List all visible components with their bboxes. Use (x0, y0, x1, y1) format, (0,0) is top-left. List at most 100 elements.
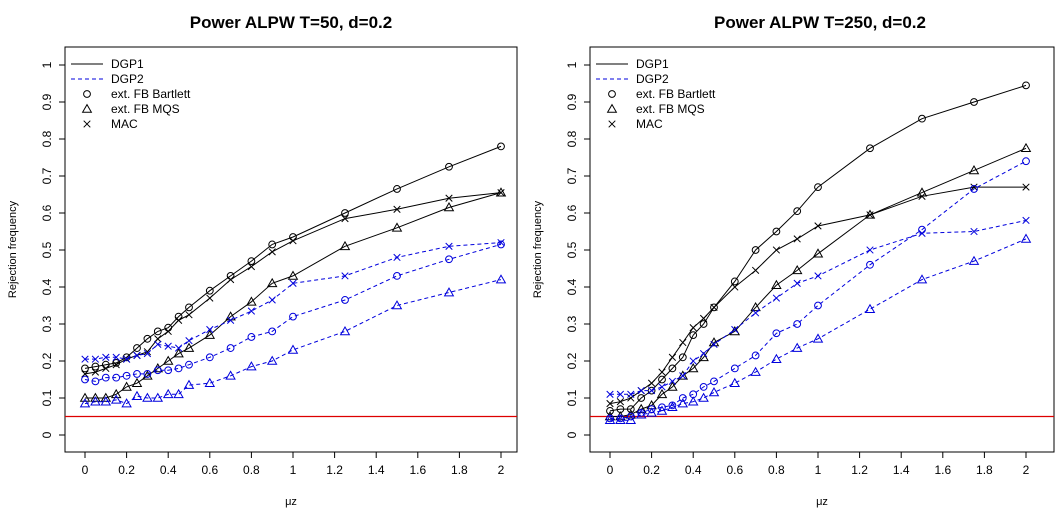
series-dgp2-triangle (79, 274, 507, 408)
x-tick-label: 2 (498, 463, 505, 477)
x-tick-label: 0 (607, 463, 614, 477)
data-point (658, 368, 666, 376)
data-point (246, 361, 257, 371)
data-point (772, 329, 781, 338)
data-point (100, 396, 112, 406)
y-tick-label: 0.3 (40, 315, 54, 332)
data-point (647, 379, 656, 387)
y-tick-label: 0.2 (40, 352, 54, 369)
data-point (968, 165, 980, 175)
data-point (393, 253, 401, 262)
data-point (970, 183, 978, 191)
y-tick-label: 0.7 (565, 167, 579, 184)
data-point (143, 349, 152, 358)
data-point (678, 394, 687, 402)
data-point (814, 301, 822, 310)
data-point (699, 320, 708, 328)
data-point (164, 327, 172, 336)
data-point (268, 248, 276, 256)
data-point (102, 353, 110, 361)
legend-label: ext. FB Bartlett (636, 87, 716, 101)
legend-item: DGP1 (71, 57, 144, 71)
data-point (81, 355, 89, 363)
legend-item: ext. FB Bartlett (608, 87, 716, 101)
data-point (615, 414, 626, 424)
data-point (445, 194, 453, 202)
series-dgp2-cross (606, 216, 1030, 398)
x-axis-label: μz (816, 496, 828, 508)
data-point (970, 98, 978, 106)
data-point (699, 383, 708, 391)
data-point (606, 399, 614, 408)
data-point (687, 362, 699, 373)
data-point (143, 334, 152, 343)
legend-label: MAC (111, 117, 138, 131)
data-point (393, 185, 401, 193)
data-point (289, 312, 297, 321)
x-tick-label: 1.6 (409, 463, 426, 477)
data-point (266, 277, 278, 288)
data-point (102, 364, 110, 373)
data-point (391, 222, 403, 232)
data-point (635, 409, 647, 419)
y-tick-label: 1 (565, 61, 579, 68)
data-point (814, 183, 822, 192)
data-point (635, 403, 647, 413)
data-point (667, 381, 678, 391)
legend-item: MAC (83, 117, 138, 131)
data-point (698, 351, 709, 362)
data-point (122, 371, 131, 380)
y-tick-label: 0.5 (40, 241, 54, 258)
data-point (143, 348, 152, 356)
data-point (110, 394, 122, 404)
data-point (204, 329, 216, 339)
data-point (131, 390, 143, 400)
data-point (626, 412, 635, 421)
legend-label: ext. FB Bartlett (111, 87, 191, 101)
data-point (814, 272, 822, 280)
x-tick-label: 0.6 (726, 463, 743, 477)
x-tick-label: 1.6 (934, 463, 951, 477)
x-tick-label: 0.2 (118, 463, 135, 477)
data-point (79, 392, 91, 402)
x-tick-label: 0.4 (160, 463, 177, 477)
data-point (246, 296, 257, 306)
data-point (91, 355, 100, 363)
data-point (81, 375, 89, 384)
data-point (678, 353, 687, 362)
x-tick-label: 0.8 (243, 463, 260, 477)
data-point (266, 355, 278, 365)
data-point (268, 240, 277, 249)
data-point (154, 335, 162, 343)
data-point (625, 414, 637, 424)
data-point (710, 303, 718, 312)
x-tick-label: 1.2 (326, 463, 343, 477)
data-point (750, 366, 761, 376)
data-point (204, 377, 216, 387)
y-tick-label: 0.6 (40, 204, 54, 221)
data-point (793, 207, 802, 216)
data-point (185, 360, 193, 369)
data-point (687, 396, 699, 406)
data-point (679, 338, 687, 347)
y-tick-label: 0.8 (40, 130, 54, 147)
data-point (1020, 142, 1032, 153)
data-point (122, 355, 131, 363)
data-point (162, 388, 174, 399)
data-point (793, 320, 802, 328)
data-point (616, 398, 625, 406)
data-point (916, 274, 928, 284)
series-dgp1-cross (606, 183, 1030, 408)
data-point (112, 353, 120, 361)
data-point (656, 388, 668, 399)
series-line (84, 192, 502, 375)
data-point (164, 366, 173, 375)
data-point (183, 379, 195, 389)
data-point (497, 238, 505, 247)
data-point (658, 383, 666, 391)
data-point (497, 188, 505, 197)
data-point (791, 342, 803, 352)
data-point (174, 344, 183, 352)
x-tick-label: 1 (290, 463, 297, 477)
